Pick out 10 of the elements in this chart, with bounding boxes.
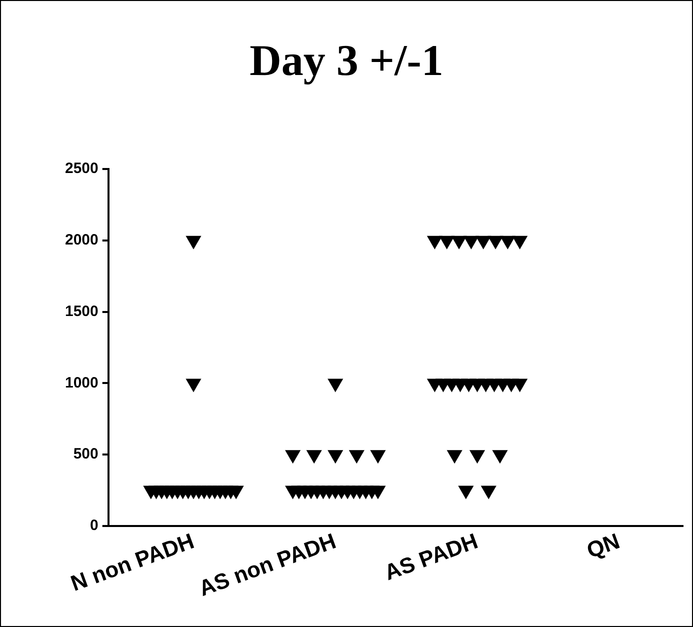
x-tick-label: AS non PADH	[196, 528, 340, 601]
x-tick-label: QN	[583, 528, 623, 564]
y-tick-label: 2000	[64, 232, 98, 249]
y-tick-label: 1000	[64, 374, 98, 392]
x-tick-label: AS PADH	[381, 528, 482, 586]
chart-title: Day 3 +/-1	[248, 35, 444, 86]
y-tick-label: 500	[73, 446, 98, 463]
y-tick-label: 1500	[64, 302, 98, 320]
y-tick-label: 2500	[64, 160, 98, 178]
y-tick-label: 0	[90, 517, 98, 534]
